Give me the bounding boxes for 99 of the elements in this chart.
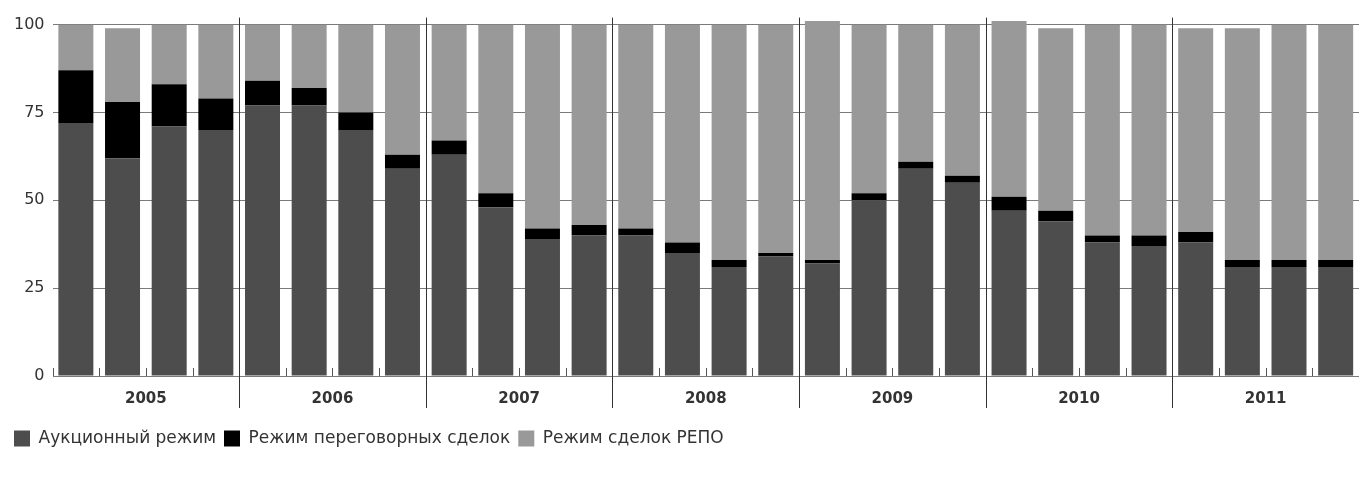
legend-label: Режим переговорных сделок bbox=[248, 426, 511, 447]
bar bbox=[338, 130, 374, 376]
bar bbox=[711, 260, 747, 268]
bar bbox=[1271, 24, 1307, 261]
x-tick-label: 2009 bbox=[871, 388, 914, 407]
bar bbox=[1178, 28, 1214, 232]
bar bbox=[664, 253, 700, 376]
bar bbox=[58, 123, 94, 376]
bar bbox=[711, 267, 747, 376]
bar bbox=[478, 24, 514, 194]
x-tick-label: 2006 bbox=[311, 388, 354, 407]
bar bbox=[898, 24, 934, 162]
y-tick-label: 25 bbox=[24, 277, 45, 297]
bar bbox=[338, 112, 374, 131]
bar bbox=[431, 154, 467, 376]
bar bbox=[618, 24, 654, 229]
x-tick-label: 2008 bbox=[684, 388, 727, 407]
bar bbox=[1224, 28, 1260, 261]
bar bbox=[804, 260, 840, 264]
bar bbox=[944, 182, 980, 376]
legend-label: Режим сделок РЕПО bbox=[542, 426, 724, 447]
bar bbox=[851, 24, 887, 194]
bar bbox=[851, 200, 887, 376]
bar bbox=[478, 207, 514, 376]
bar bbox=[478, 193, 514, 208]
bar bbox=[338, 24, 374, 113]
bar bbox=[758, 24, 794, 254]
bar bbox=[1224, 260, 1260, 268]
bar bbox=[991, 196, 1027, 211]
bar bbox=[524, 228, 560, 239]
bar bbox=[245, 105, 280, 376]
bar bbox=[1084, 235, 1120, 243]
bar bbox=[804, 21, 840, 261]
bar bbox=[1084, 24, 1120, 236]
bar bbox=[151, 24, 187, 85]
bar bbox=[571, 235, 607, 376]
bar bbox=[105, 158, 141, 376]
bar bbox=[105, 28, 141, 102]
y-tick-label: 50 bbox=[24, 189, 45, 209]
bar bbox=[758, 256, 794, 376]
bar bbox=[524, 24, 560, 229]
bar bbox=[758, 253, 794, 257]
bar bbox=[384, 168, 420, 376]
bar bbox=[198, 24, 234, 99]
bar bbox=[991, 210, 1027, 376]
bar bbox=[618, 235, 654, 376]
bar bbox=[1271, 260, 1307, 268]
bar bbox=[1178, 231, 1214, 243]
bar bbox=[664, 24, 700, 243]
bar bbox=[291, 105, 327, 376]
bar bbox=[151, 84, 187, 127]
bar bbox=[151, 126, 187, 376]
bar bbox=[898, 168, 934, 376]
bar bbox=[1131, 235, 1167, 246]
bar bbox=[431, 140, 467, 155]
x-tick-label: 2005 bbox=[124, 388, 167, 407]
bar bbox=[1318, 24, 1354, 261]
bar bbox=[1318, 267, 1354, 376]
bar bbox=[1131, 24, 1167, 236]
x-tick-label: 2007 bbox=[498, 388, 541, 407]
bar bbox=[851, 193, 887, 201]
bar bbox=[384, 24, 420, 155]
bar bbox=[198, 98, 234, 131]
bar bbox=[571, 24, 607, 225]
bar bbox=[664, 242, 700, 254]
bar bbox=[431, 24, 467, 141]
bar bbox=[898, 161, 934, 169]
bar bbox=[1038, 210, 1074, 222]
bar bbox=[1038, 221, 1074, 376]
legend-label: Аукционный режим bbox=[38, 426, 217, 447]
bar bbox=[291, 87, 327, 106]
y-tick-label: 100 bbox=[13, 13, 45, 33]
bar bbox=[58, 70, 94, 124]
bar bbox=[991, 21, 1027, 197]
x-tick-label: 2010 bbox=[1058, 388, 1100, 407]
bar bbox=[618, 228, 654, 236]
bar bbox=[291, 24, 327, 88]
y-tick-label: 0 bbox=[34, 365, 45, 385]
bar bbox=[1271, 267, 1307, 376]
bar bbox=[571, 224, 607, 236]
bar bbox=[1038, 28, 1074, 211]
bar bbox=[524, 238, 560, 376]
bar bbox=[1084, 242, 1120, 376]
bar bbox=[1224, 267, 1260, 376]
bar bbox=[245, 80, 280, 106]
bar bbox=[804, 263, 840, 376]
bar bbox=[384, 154, 420, 169]
bar bbox=[944, 24, 980, 176]
bar bbox=[944, 175, 980, 183]
bar bbox=[198, 130, 234, 376]
bar bbox=[105, 101, 141, 159]
bar bbox=[1318, 260, 1354, 268]
x-tick-label: 2011 bbox=[1244, 388, 1287, 407]
bar bbox=[58, 24, 94, 71]
bar bbox=[711, 24, 747, 261]
bar bbox=[1178, 242, 1214, 376]
bar bbox=[245, 24, 280, 81]
bar bbox=[1131, 245, 1167, 376]
y-tick-label: 75 bbox=[24, 101, 45, 121]
